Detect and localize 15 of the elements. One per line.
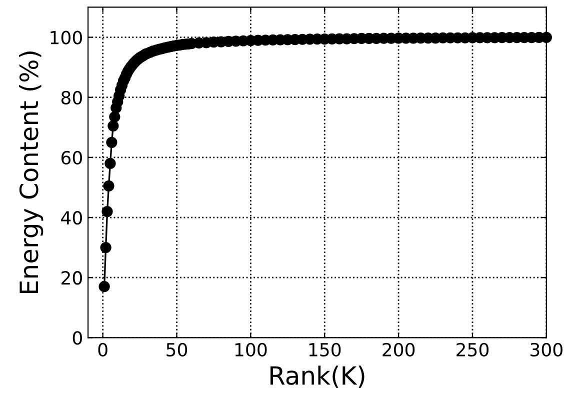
y-tick-label: 20 xyxy=(62,271,82,285)
x-tick-label: 300 xyxy=(530,342,562,357)
x-tick-label: 250 xyxy=(456,342,489,357)
y-axis-title: Energy Content (%) xyxy=(18,52,44,294)
y-tick-label: 40 xyxy=(61,210,82,225)
y-tick-label: 80 xyxy=(61,90,82,104)
x-axis-title: Rank(K) xyxy=(270,366,364,388)
y-tick-label: 60 xyxy=(61,150,82,165)
x-tick-label: 50 xyxy=(166,342,188,357)
x-tick-label: 200 xyxy=(382,342,415,357)
x-tick-label: 150 xyxy=(309,342,341,357)
x-tick-label: 0 xyxy=(98,342,108,357)
y-tick-label: 100 xyxy=(50,30,82,44)
x-tick-label: 100 xyxy=(235,342,267,357)
y-tick-label: 0 xyxy=(72,331,82,345)
